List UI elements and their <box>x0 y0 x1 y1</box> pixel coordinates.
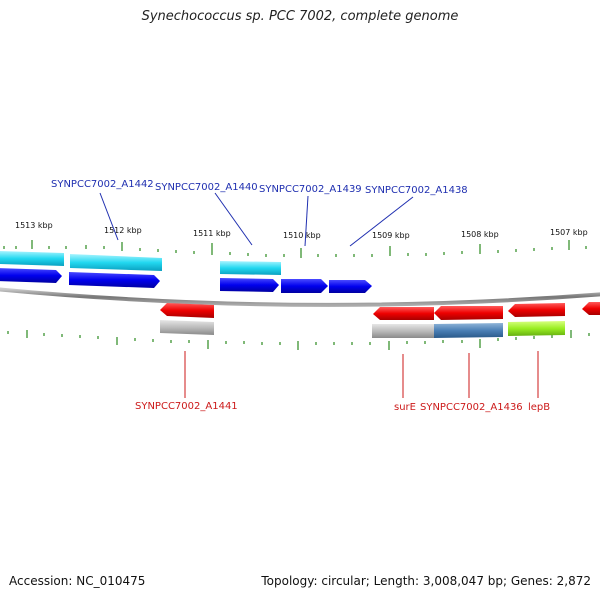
gene-blue-left[interactable] <box>0 268 62 283</box>
gene-blue-a1442[interactable] <box>69 272 160 288</box>
forward-gene-labels: SYNPCC7002_A1442 SYNPCC7002_A1440 SYNPCC… <box>51 179 468 196</box>
gene-label-lepb[interactable]: lepB <box>528 402 550 413</box>
forward-leader-lines <box>99 192 414 247</box>
accession-text: Accession: NC_010475 <box>9 574 146 588</box>
gene-blue-a1438[interactable] <box>329 280 372 293</box>
genome-backbone <box>0 287 600 307</box>
gene-cyan-left[interactable] <box>0 251 64 266</box>
gene-lime-lepb[interactable] <box>508 321 565 336</box>
gene-steel-a1436[interactable] <box>434 323 503 338</box>
gene-grey-a1441[interactable] <box>160 320 214 335</box>
gene-label-a1441[interactable]: SYNPCC7002_A1441 <box>135 401 238 412</box>
reverse-strand-genes <box>160 302 600 338</box>
outer-tick-track <box>3 240 587 258</box>
gene-grey-sure[interactable] <box>372 324 434 338</box>
gene-red-a1441[interactable] <box>160 303 214 318</box>
reverse-gene-labels: SYNPCC7002_A1441 surE SYNPCC7002_A1436 l… <box>135 401 550 413</box>
map-title: Synechococcus sp. PCC 7002, complete gen… <box>141 9 459 24</box>
gene-label-a1438[interactable]: SYNPCC7002_A1438 <box>365 185 468 196</box>
gene-blue-a1440[interactable] <box>220 278 279 292</box>
gene-cyan-a1442[interactable] <box>70 254 162 271</box>
gene-label-sure[interactable]: surE <box>394 402 416 413</box>
tick-label-1510: 1510 kbp <box>283 231 321 240</box>
tick-label-1508: 1508 kbp <box>461 230 499 239</box>
tick-labels: 1513 kbp 1512 kbp 1511 kbp 1510 kbp 1509… <box>15 221 588 240</box>
tick-label-1507: 1507 kbp <box>550 228 588 237</box>
gene-label-a1442[interactable]: SYNPCC7002_A1442 <box>51 179 154 190</box>
gene-red-lepb[interactable] <box>508 303 565 317</box>
tick-label-1509: 1509 kbp <box>372 231 410 240</box>
gene-label-a1436[interactable]: SYNPCC7002_A1436 <box>420 402 523 413</box>
forward-strand-genes <box>0 251 372 293</box>
gene-label-a1440[interactable]: SYNPCC7002_A1440 <box>155 182 258 193</box>
tick-label-1512: 1512 kbp <box>104 226 142 235</box>
gene-red-sure[interactable] <box>373 307 434 320</box>
tick-label-1511: 1511 kbp <box>193 229 231 238</box>
inner-tick-track <box>7 330 590 350</box>
tick-label-1513: 1513 kbp <box>15 221 53 230</box>
gene-red-right[interactable] <box>582 302 600 315</box>
genome-summary-text: Topology: circular; Length: 3,008,047 bp… <box>261 574 591 588</box>
reverse-leader-lines <box>184 351 539 398</box>
gene-blue-a1439[interactable] <box>281 279 328 293</box>
gene-label-a1439[interactable]: SYNPCC7002_A1439 <box>259 184 362 195</box>
gene-red-a1436[interactable] <box>434 306 503 320</box>
gene-cyan-a1440[interactable] <box>220 261 281 275</box>
